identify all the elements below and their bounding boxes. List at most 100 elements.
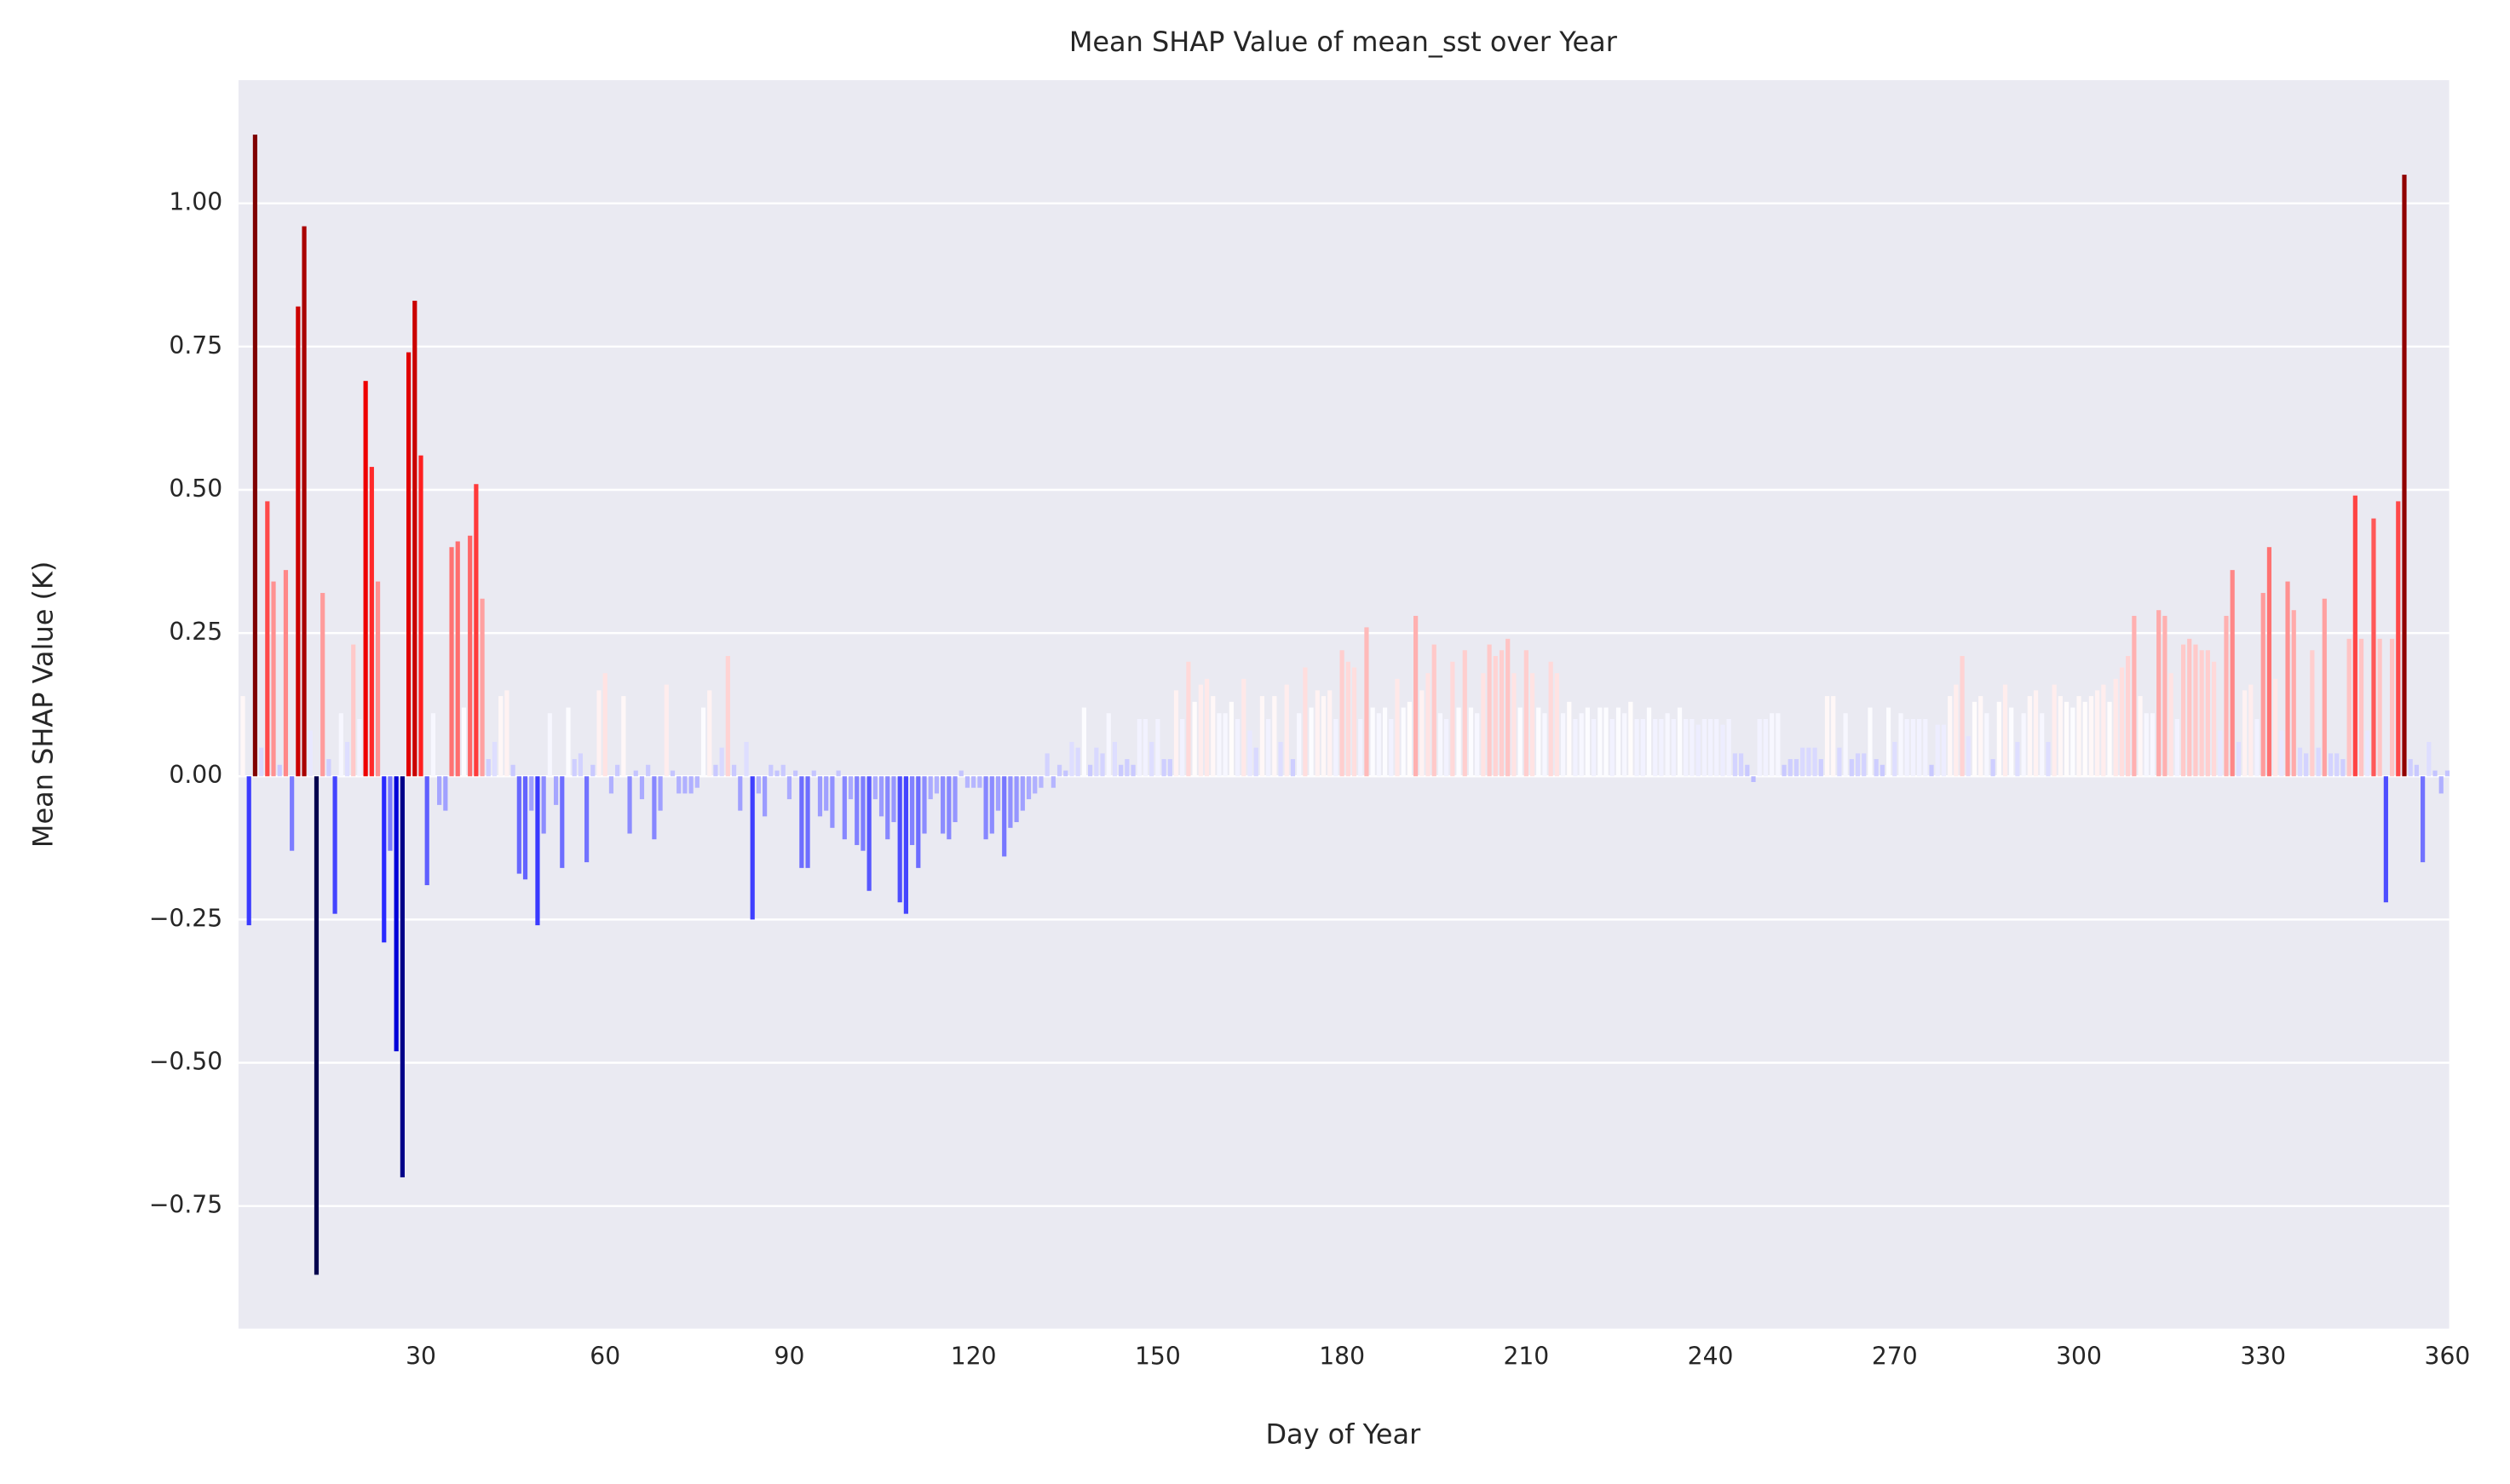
bar	[2414, 764, 2419, 777]
bar	[1247, 730, 1252, 777]
bar	[2346, 638, 2352, 777]
bar	[1880, 764, 1885, 777]
bar	[2322, 598, 2327, 777]
bar	[2248, 684, 2254, 777]
bar	[1720, 724, 1725, 777]
bar	[1690, 718, 1695, 777]
bar	[394, 776, 399, 1052]
bar	[763, 776, 768, 817]
bar	[332, 776, 337, 914]
bar	[848, 776, 854, 800]
bar	[1444, 718, 1449, 777]
bar	[2095, 690, 2100, 777]
bar	[2199, 650, 2204, 777]
bar	[941, 776, 946, 834]
bar	[2285, 581, 2290, 777]
bar	[1389, 718, 1394, 777]
bar	[259, 747, 264, 777]
bar	[1554, 673, 1559, 777]
x-tick-label: 240	[1688, 1342, 1734, 1370]
bar	[2279, 730, 2284, 777]
bar	[774, 770, 780, 777]
bar	[1843, 713, 1848, 777]
bar	[989, 776, 994, 834]
bar	[1431, 644, 1436, 777]
bar	[866, 776, 872, 891]
bar	[388, 776, 393, 851]
bar	[1026, 776, 1032, 800]
bar	[522, 776, 528, 880]
bar	[1923, 718, 1928, 777]
bar	[1978, 696, 1983, 777]
bar	[1290, 759, 1296, 777]
bar	[2365, 730, 2370, 777]
bar	[2070, 707, 2075, 777]
bar	[928, 776, 933, 800]
bar	[602, 673, 607, 777]
bar	[1763, 718, 1769, 777]
bar	[1929, 764, 1934, 777]
bar	[1253, 747, 1258, 777]
bar	[1014, 776, 1019, 823]
bar	[357, 718, 362, 777]
bar	[1529, 673, 1535, 777]
bar	[977, 776, 982, 788]
bar	[2358, 638, 2364, 777]
bar	[498, 696, 504, 777]
bar	[769, 764, 774, 777]
bar	[836, 770, 841, 777]
bar	[2421, 776, 2426, 863]
bar	[1278, 741, 1283, 777]
bar	[793, 770, 798, 777]
bar	[2291, 610, 2296, 777]
bar	[2316, 747, 2321, 777]
bar	[412, 301, 417, 777]
bar	[1351, 667, 1357, 777]
y-tick-label: 0.25	[169, 618, 222, 646]
bar	[1223, 713, 1228, 777]
bar	[1505, 638, 1511, 777]
chart-title: Mean SHAP Value of mean_sst over Year	[1069, 26, 1618, 58]
bar	[1812, 747, 1817, 777]
bar	[2040, 713, 2045, 777]
bar	[983, 776, 988, 840]
bar	[437, 776, 442, 805]
bar	[547, 713, 552, 777]
bar	[1075, 747, 1080, 777]
bar	[1259, 696, 1265, 777]
bar	[953, 776, 958, 823]
x-tick-label: 150	[1135, 1342, 1181, 1370]
bar	[2334, 753, 2340, 777]
bar	[2138, 696, 2143, 777]
bar	[314, 776, 320, 1275]
bar	[2046, 741, 2051, 777]
bar	[725, 656, 730, 777]
bar	[461, 707, 467, 777]
bar	[1818, 759, 1823, 777]
x-tick-label: 90	[774, 1342, 805, 1370]
bar	[1370, 707, 1375, 777]
bar	[1180, 718, 1185, 777]
bar	[1211, 696, 1216, 777]
bar	[492, 741, 498, 777]
bar	[1548, 661, 1553, 777]
bar	[1573, 718, 1578, 777]
bar	[1751, 776, 1756, 782]
bar	[872, 776, 878, 800]
bar	[480, 598, 485, 777]
bar	[504, 690, 509, 777]
bar	[363, 381, 368, 777]
bar	[2150, 713, 2156, 777]
bar	[2021, 713, 2026, 777]
bar	[1665, 713, 1670, 777]
bar	[1684, 718, 1689, 777]
bar	[1996, 701, 2001, 777]
bar	[652, 776, 657, 840]
bar	[1069, 741, 1074, 777]
bar	[382, 776, 387, 943]
bar	[1567, 701, 1572, 777]
bar	[1653, 718, 1658, 777]
bar	[2304, 753, 2309, 777]
bar	[326, 759, 331, 777]
